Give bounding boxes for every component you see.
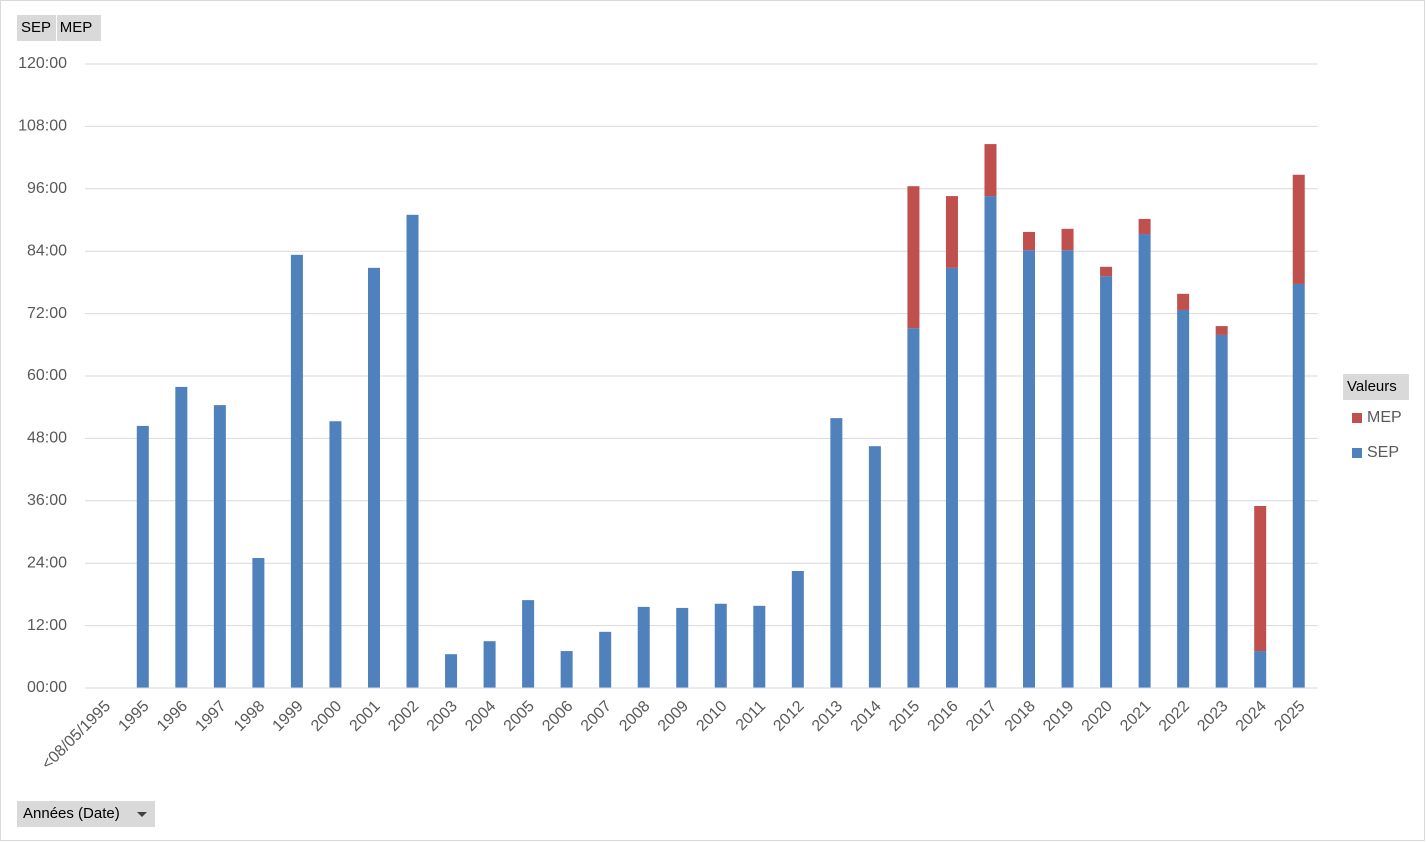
bar-segment	[1138, 218, 1151, 235]
y-tick-label: 96:00	[27, 180, 67, 197]
bar-segment	[791, 571, 804, 688]
bar-segment	[1215, 326, 1228, 335]
bar-segment	[984, 144, 997, 197]
bar-segment	[1138, 234, 1151, 689]
bar-segment	[868, 446, 881, 688]
bar-segment	[175, 386, 188, 688]
bar-segment	[1292, 174, 1305, 284]
y-tick-label: 72:00	[27, 305, 67, 322]
legend-swatch	[1352, 448, 1362, 458]
bar-segment	[1177, 309, 1190, 688]
field-button[interactable]	[17, 15, 56, 41]
bar-segment	[1023, 231, 1036, 251]
y-tick-label: 12:00	[27, 617, 67, 634]
y-tick-label: 24:00	[27, 554, 67, 571]
bar-segment	[483, 641, 496, 688]
bar-segment	[329, 421, 342, 688]
bar-segment	[290, 254, 303, 688]
y-tick-label: 84:00	[27, 242, 67, 259]
bar-segment	[1061, 250, 1074, 688]
y-tick-label: 36:00	[27, 492, 67, 509]
y-tick-label: 108:00	[18, 118, 67, 135]
field-button-label[interactable]: SEP	[21, 19, 51, 36]
dropdown-arrow[interactable]	[137, 812, 147, 817]
bar-segment	[1177, 293, 1190, 310]
bar-segment	[830, 418, 843, 688]
bar-segment	[676, 607, 689, 688]
bar-segment	[984, 196, 997, 688]
field-button[interactable]	[57, 15, 101, 41]
axis-field-button[interactable]	[17, 801, 155, 827]
bar-segment	[1254, 506, 1267, 652]
field-button-label[interactable]: MEP	[60, 19, 93, 36]
bar-segment	[945, 196, 958, 268]
bar-segment	[367, 267, 380, 688]
bar-segment	[599, 631, 612, 688]
bar-segment	[1292, 283, 1305, 688]
bar-segment	[753, 605, 766, 688]
legend-label: MEP	[1367, 409, 1402, 426]
bar-segment	[637, 606, 650, 688]
axis-field-label[interactable]: Années (Date)	[23, 805, 120, 822]
bar-segment	[907, 328, 920, 688]
bar-segment	[907, 186, 920, 329]
bar-segment	[1100, 276, 1113, 688]
y-tick-label: 60:00	[27, 367, 67, 384]
legend-swatch	[1352, 413, 1362, 423]
y-tick-label: 48:00	[27, 430, 67, 447]
bar-segment	[213, 405, 226, 688]
bar-segment	[1100, 266, 1113, 277]
bar-segment	[1215, 334, 1228, 688]
bar-segment	[136, 425, 149, 688]
bar-segment	[1023, 250, 1036, 688]
bar-segment	[252, 558, 265, 688]
bar-segment	[560, 651, 573, 688]
bar-segment	[406, 214, 419, 689]
y-tick-label: 00:00	[27, 679, 67, 696]
bar-segment	[1061, 228, 1074, 251]
bar-segment	[1254, 651, 1267, 688]
legend-label: SEP	[1367, 444, 1399, 461]
bar-segment	[445, 654, 458, 688]
y-tick-label: 120:00	[18, 55, 67, 72]
legend-title[interactable]: Valeurs	[1347, 378, 1397, 395]
bar-segment	[714, 603, 727, 688]
bar-segment	[522, 600, 535, 688]
bar-segment	[945, 267, 958, 688]
legend-title-button[interactable]	[1343, 374, 1409, 400]
